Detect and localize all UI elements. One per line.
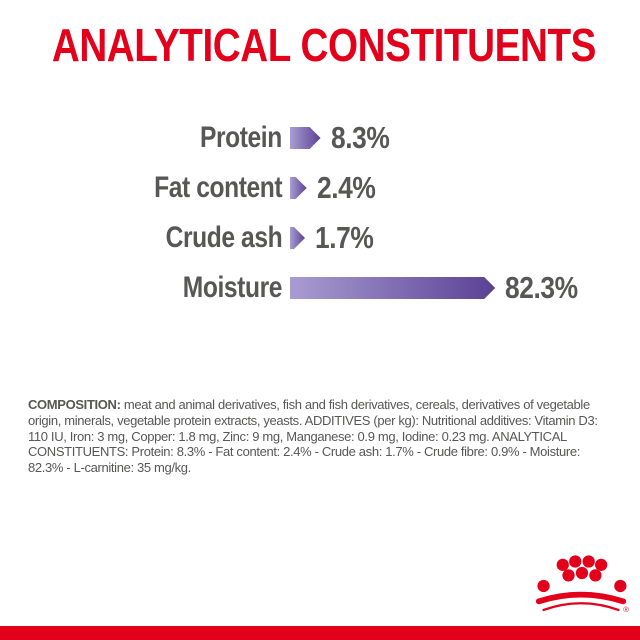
value-label-text: 2.4% [316,170,376,205]
category-label-text: Fat content [153,171,282,204]
category-label: Crude ash [0,221,282,255]
category-label-text: Crude ash [165,221,282,254]
value-bar [290,127,321,149]
category-label: Protein [0,121,282,155]
category-label-text: Protein [200,121,282,154]
value-bar [290,177,307,199]
chart-row: Protein 8.3% [0,113,640,163]
page-title-text: ANALYTICAL CONSTITUENTS [51,19,597,71]
bottom-red-band [0,626,640,640]
value-label-text: 82.3% [505,270,578,305]
chart-row: Moisture 82.3% [0,263,640,313]
value-label-text: 1.7% [315,220,374,255]
value-label: 82.3% [505,270,590,306]
registered-mark: ® [623,605,629,614]
category-label: Moisture [0,271,283,305]
analytical-constituents-chart: Protein 8.3% Fat content 2.4% Crude ash 1.7% M… [0,113,640,313]
page-title: ANALYTICAL CONSTITUENTS [0,18,640,72]
value-label: 2.4% [317,170,386,206]
value-bar [290,277,495,299]
value-label: 8.3% [331,120,400,156]
value-label: 1.7% [315,220,384,256]
category-label-text: Moisture [182,271,283,304]
category-label: Fat content [0,171,282,205]
chart-row: Fat content 2.4% [0,163,640,213]
chart-rows: Protein 8.3% Fat content 2.4% Crude ash 1.7% M… [0,113,640,313]
composition-paragraph: COMPOSITION: meat and animal derivatives… [28,397,616,476]
chart-row: Crude ash 1.7% [0,213,640,263]
value-label-text: 8.3% [330,120,390,155]
composition-text: meat and animal derivatives, fish and fi… [28,397,598,476]
royal-canin-crown-icon: ® [535,555,629,614]
value-bar [290,227,305,249]
composition-label: COMPOSITION: [28,397,121,412]
